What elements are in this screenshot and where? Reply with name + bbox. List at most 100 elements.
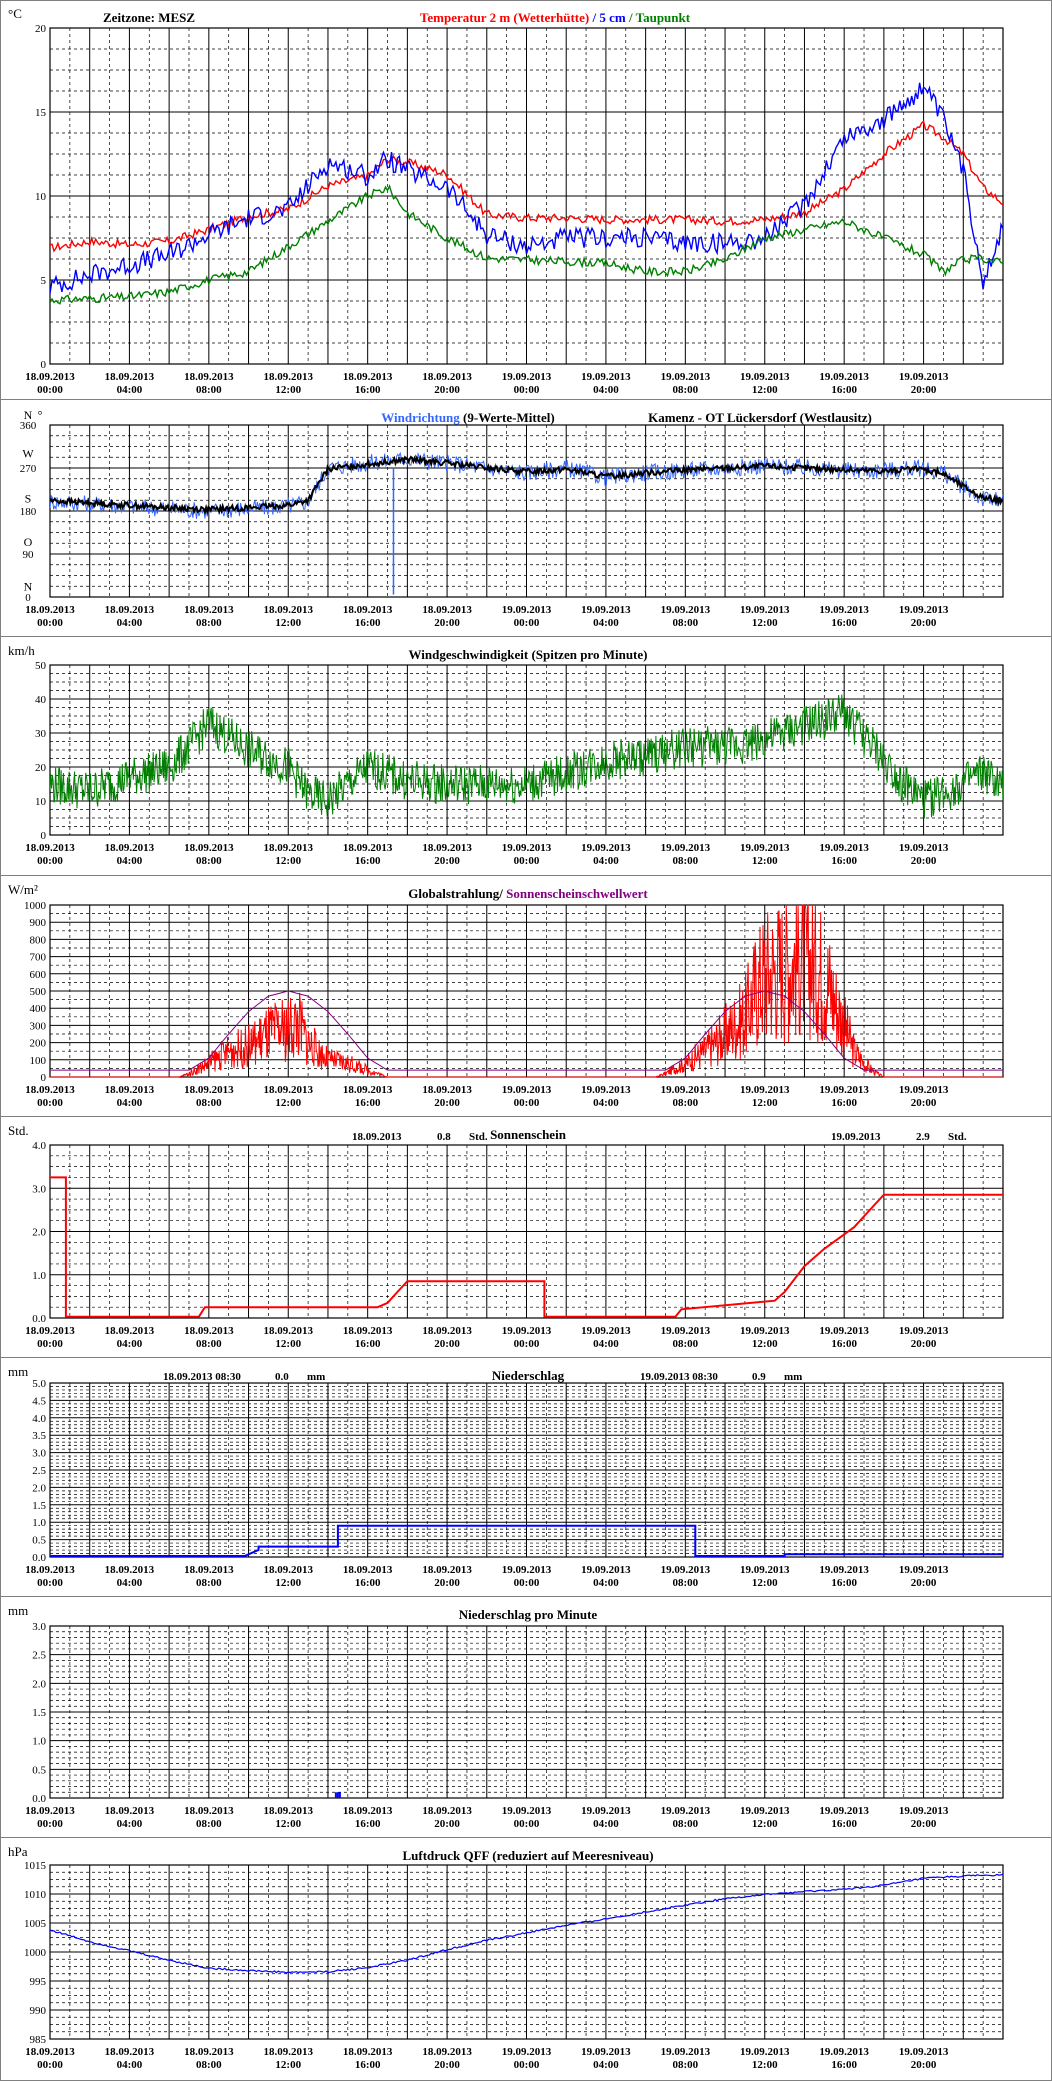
x-tick-date: 19.09.2013 [661, 1084, 711, 1096]
x-tick-time: 12:00 [275, 1818, 301, 1830]
x-tick-date: 19.09.2013 [661, 1805, 711, 1817]
y-tick-label: 20 [35, 762, 47, 774]
y-tick-label: 90 [23, 549, 35, 561]
summary-value: 0.8 [437, 1131, 451, 1143]
x-tick-date: 19.09.2013 [740, 2046, 790, 2058]
x-tick-date: 19.09.2013 [899, 1325, 949, 1337]
y-tick-label: 3.0 [32, 1448, 46, 1460]
x-tick-time: 20:00 [911, 384, 937, 396]
x-tick-time: 20:00 [434, 1818, 460, 1830]
x-tick-time: 16:00 [355, 855, 381, 867]
x-tick-date: 18.09.2013 [25, 1325, 75, 1337]
x-tick-date: 18.09.2013 [105, 842, 155, 854]
x-tick-time: 00:00 [514, 1577, 540, 1589]
x-tick-date: 18.09.2013 [422, 842, 472, 854]
y-tick-label: 1010 [24, 1889, 47, 1901]
x-tick-time: 08:00 [196, 1577, 222, 1589]
x-tick-date: 18.09.2013 [343, 1805, 393, 1817]
x-tick-time: 00:00 [514, 617, 540, 629]
x-tick-time: 00:00 [514, 855, 540, 867]
x-tick-time: 00:00 [514, 384, 540, 396]
y-tick-label: 0 [41, 830, 47, 842]
x-tick-date: 19.09.2013 [581, 1325, 631, 1337]
summary-unit: mm [307, 1371, 325, 1383]
x-tick-time: 00:00 [514, 1818, 540, 1830]
x-tick-date: 19.09.2013 [899, 842, 949, 854]
y-tick-label: 400 [30, 1003, 47, 1015]
x-tick-date: 19.09.2013 [581, 1084, 631, 1096]
series-line-precipitation-0 [50, 1524, 1003, 1557]
x-tick-time: 04:00 [117, 384, 143, 396]
series-line-radiation-1 [50, 990, 1003, 1071]
x-tick-time: 12:00 [275, 855, 301, 867]
x-tick-date: 19.09.2013 [819, 371, 869, 383]
y-tick-label: 5.0 [32, 1378, 46, 1390]
x-tick-time: 12:00 [275, 1338, 301, 1350]
unit-label: °C [8, 6, 22, 21]
location-label: Kamenz - OT Lückersdorf (Westlausitz) [648, 410, 872, 425]
y-tick-label: 985 [30, 2034, 47, 2046]
x-tick-date: 18.09.2013 [422, 1084, 472, 1096]
x-tick-date: 18.09.2013 [264, 2046, 314, 2058]
chart-title: Niederschlag pro Minute [459, 1607, 598, 1622]
series-line-wind-speed-0 [50, 694, 1003, 819]
chart-title-part: Taupunkt [636, 10, 691, 25]
x-tick-time: 00:00 [37, 2059, 63, 2071]
summary-date: 19.09.2013 08:30 [640, 1371, 718, 1383]
y-tick-label: 990 [30, 2005, 47, 2017]
x-tick-time: 00:00 [37, 1577, 63, 1589]
chart-title-part: 5 cm [599, 10, 626, 25]
x-tick-time: 08:00 [196, 1338, 222, 1350]
x-tick-date: 19.09.2013 [819, 604, 869, 616]
series-line-pressure-0 [50, 1873, 1003, 1974]
x-tick-time: 16:00 [831, 1818, 857, 1830]
x-tick-date: 18.09.2013 [184, 1564, 234, 1576]
x-tick-time: 08:00 [672, 1338, 698, 1350]
y-tick-label: 0.5 [32, 1535, 46, 1547]
series-line-temperature-0 [50, 120, 1003, 253]
y-tick-label: 800 [30, 934, 47, 946]
x-tick-date: 19.09.2013 [819, 842, 869, 854]
x-tick-time: 04:00 [593, 1577, 619, 1589]
y-tick-label: 20 [35, 23, 47, 35]
x-tick-time: 20:00 [911, 855, 937, 867]
compass-label: ° [38, 408, 43, 422]
y-tick-label: 1000 [24, 900, 47, 912]
x-tick-date: 18.09.2013 [184, 1805, 234, 1817]
x-tick-date: 18.09.2013 [105, 1325, 155, 1337]
y-tick-label: 15 [35, 107, 47, 119]
x-tick-date: 18.09.2013 [184, 842, 234, 854]
chart-title-part: Luftdruck QFF (reduziert auf Meeresnivea… [402, 1848, 653, 1863]
x-tick-date: 19.09.2013 [819, 1805, 869, 1817]
x-tick-date: 19.09.2013 [581, 1564, 631, 1576]
x-tick-date: 18.09.2013 [184, 371, 234, 383]
x-tick-date: 18.09.2013 [343, 604, 393, 616]
x-tick-time: 20:00 [911, 1097, 937, 1109]
y-tick-label: 1.0 [32, 1270, 46, 1282]
x-tick-time: 16:00 [831, 384, 857, 396]
x-tick-time: 04:00 [117, 1097, 143, 1109]
series-line-temperature-2 [50, 184, 1003, 305]
y-tick-label: 3.0 [32, 1183, 46, 1195]
y-tick-label: 700 [30, 952, 47, 964]
x-tick-time: 04:00 [593, 2059, 619, 2071]
unit-label: W/m² [8, 882, 38, 897]
y-tick-label: 0 [41, 359, 47, 371]
y-tick-label: 4.0 [32, 1413, 46, 1425]
x-tick-date: 19.09.2013 [819, 1084, 869, 1096]
x-tick-time: 08:00 [672, 1818, 698, 1830]
summary-date: 19.09.2013 [831, 1131, 881, 1143]
y-tick-label: 995 [30, 1976, 47, 1988]
unit-label: Std. [8, 1123, 29, 1138]
x-tick-time: 16:00 [831, 1577, 857, 1589]
chart-title-part: Niederschlag [492, 1368, 565, 1383]
x-tick-date: 18.09.2013 [25, 842, 75, 854]
compass-label: O [24, 535, 33, 549]
x-tick-time: 20:00 [911, 2059, 937, 2071]
x-tick-time: 00:00 [37, 1818, 63, 1830]
x-tick-time: 16:00 [831, 617, 857, 629]
y-tick-label: 50 [35, 660, 47, 672]
chart-title-part: Windgeschwindigkeit (Spitzen pro Minute) [409, 647, 648, 662]
plot-frame [49, 1144, 1004, 1319]
